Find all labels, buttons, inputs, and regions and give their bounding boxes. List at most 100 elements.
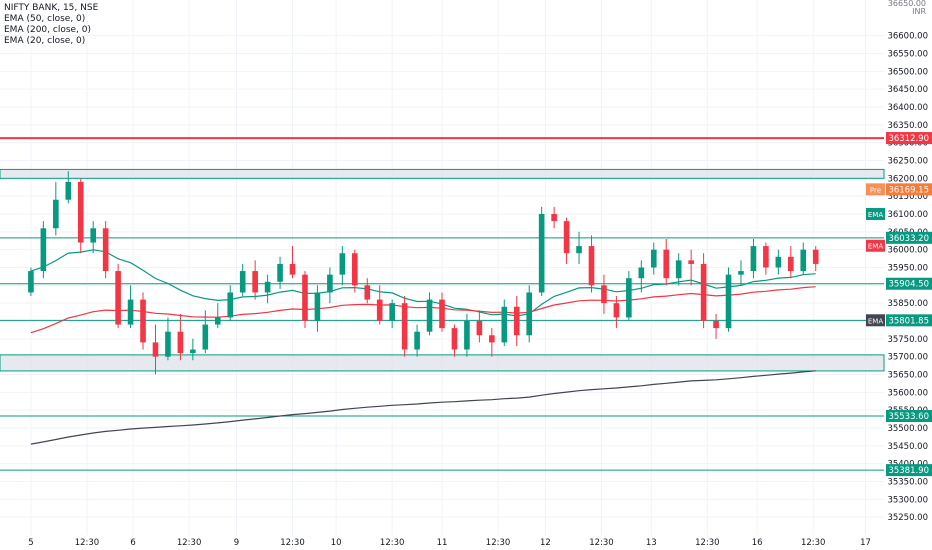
ema-lines <box>30 249 816 445</box>
horizontal-levels <box>0 137 884 471</box>
series-tag-text: EMA <box>868 211 883 219</box>
candle-body <box>152 342 159 357</box>
candle-body <box>327 274 333 293</box>
series-tag-text: EMA <box>868 317 883 325</box>
x-tick-label: 12:30 <box>280 538 305 548</box>
candle-body <box>675 260 682 279</box>
series-tag <box>866 208 885 220</box>
level-price-tag <box>886 231 932 244</box>
y-tick-label: 35300.00 <box>887 495 928 505</box>
candle-body <box>725 274 732 329</box>
y-tick-label: 36550.00 <box>887 50 928 60</box>
candle-body <box>451 328 458 350</box>
candle-body <box>513 306 520 336</box>
level-price-text: 36312.90 <box>888 134 929 144</box>
y-tick-label: 35350.00 <box>887 478 928 488</box>
candle-body <box>53 199 59 229</box>
candle-body <box>426 299 433 332</box>
candle-body <box>738 271 744 275</box>
legend-ema200[interactable]: EMA (200, close, 0) <box>4 25 92 35</box>
candle-body <box>439 299 445 329</box>
support-resistance-zones <box>0 168 885 372</box>
y-tick-label: 36000.00 <box>887 246 928 256</box>
time-axis[interactable]: 5 12:30 6 12:30 9 12:30 10 12:30 11 12:30 12 12:30 1… <box>28 538 871 548</box>
candle-body <box>563 221 570 254</box>
series-tag <box>866 314 885 327</box>
series-tag <box>866 183 885 196</box>
candle-body <box>414 331 420 350</box>
candle-body <box>464 321 470 350</box>
candle-body <box>364 285 371 300</box>
price-tags: 36312.90 36033.20 35904.50 35801.85 35533.60… <box>866 132 932 477</box>
candle-body <box>165 331 171 357</box>
x-tick-label: 12:30 <box>75 538 100 548</box>
y-tick-label: 35650.00 <box>887 371 928 381</box>
y-tick-label: 36400.00 <box>887 103 928 113</box>
y-tick-label: 36100.00 <box>887 210 928 220</box>
ema-line <box>30 286 816 334</box>
candle-body <box>376 299 383 321</box>
candle-body <box>227 292 234 318</box>
candle-body <box>264 281 271 293</box>
zone-rect <box>0 354 885 372</box>
x-tick-label: 5 <box>28 538 33 548</box>
x-tick-label: 6 <box>130 538 135 548</box>
y-tick-label: 35250.00 <box>887 513 928 523</box>
level-price-tag <box>886 132 932 145</box>
y-tick-label: 36250.00 <box>887 157 928 167</box>
candle-body <box>351 253 358 286</box>
y-tick-label: 35500.00 <box>887 424 928 434</box>
candle-body <box>601 285 607 304</box>
candle-body <box>650 249 657 268</box>
ema-line <box>30 370 816 445</box>
y-tick-label: 35600.00 <box>887 388 928 398</box>
candles[interactable] <box>28 171 819 375</box>
candle-body <box>77 181 84 243</box>
level-price-tag <box>886 464 932 477</box>
x-tick-label: 12:30 <box>801 538 826 548</box>
x-tick-label: 12:30 <box>486 538 511 548</box>
legend-ema50[interactable]: EMA (50, close, 0) <box>4 14 86 24</box>
candle-body <box>190 349 196 354</box>
y-tick-label: 36350.00 <box>887 121 928 131</box>
candle-body <box>314 292 321 321</box>
candle-body <box>90 228 97 243</box>
series-tag-text: EMA <box>868 243 883 251</box>
symbol-title[interactable]: NIFTY BANK, 15, NSE <box>4 3 99 13</box>
level-price-tag <box>886 410 932 423</box>
x-tick-label: 12:30 <box>380 538 405 548</box>
candle-body <box>289 263 296 275</box>
candle-body <box>239 271 246 293</box>
level-price-tag <box>886 314 932 327</box>
level-price-text: 35904.50 <box>888 280 929 290</box>
x-tick-label: 9 <box>234 538 239 548</box>
x-tick-label: 12:30 <box>695 538 720 548</box>
x-tick-label: 12:30 <box>589 538 614 548</box>
candle-body <box>787 256 794 272</box>
candle-body <box>302 274 308 321</box>
x-tick-label: 13 <box>646 538 657 548</box>
candle-body <box>638 267 645 279</box>
candle-body <box>501 306 508 343</box>
candle-body <box>551 214 557 222</box>
x-tick-label: 10 <box>331 538 342 548</box>
legend-ema20[interactable]: EMA (20, close, 0) <box>4 36 86 46</box>
candle-body <box>713 321 719 329</box>
currency-label: 36650.00 INR <box>888 0 926 16</box>
ema-line <box>30 249 816 317</box>
y-tick-label: 36200.00 <box>887 174 928 184</box>
candle-body <box>576 246 582 254</box>
candle-body <box>40 228 47 272</box>
price-axis[interactable]: 35250.0035300.0035350.0035400.0035450.00… <box>887 32 928 524</box>
candle-body <box>812 249 819 264</box>
candle-body <box>476 321 483 336</box>
x-tick-label: 12:30 <box>177 538 202 548</box>
candle-body <box>214 317 221 325</box>
y-tick-label: 36150.00 <box>887 192 928 202</box>
candle-body <box>700 263 707 321</box>
candle-body <box>339 253 346 275</box>
candle-body <box>389 303 395 321</box>
y-tick-label: 36450.00 <box>887 85 928 95</box>
candle-body <box>526 292 533 336</box>
